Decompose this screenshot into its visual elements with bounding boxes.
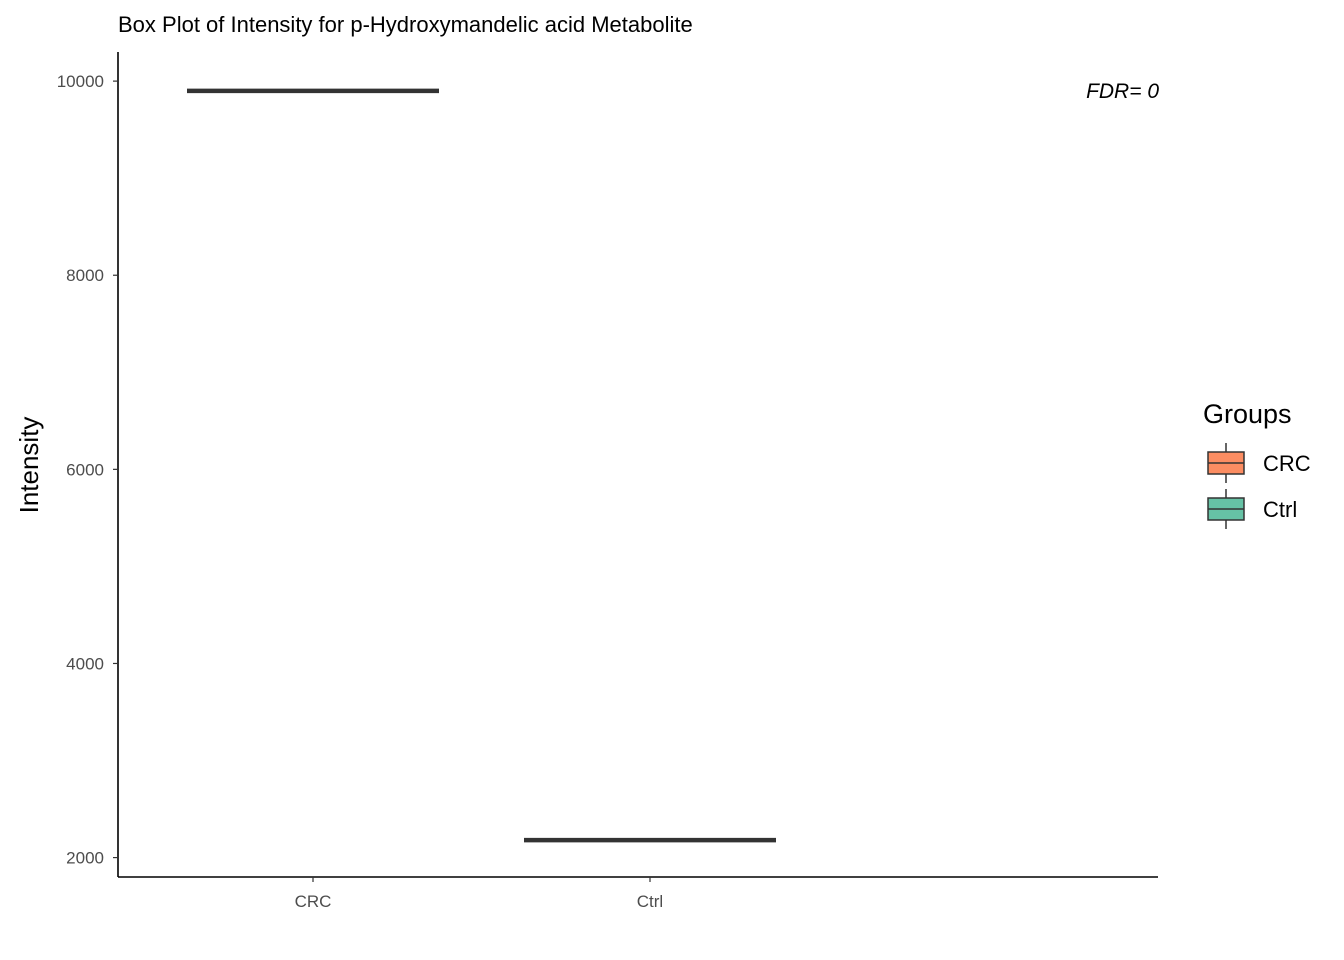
y-tick-label: 4000 <box>66 654 104 673</box>
y-tick-label: 2000 <box>66 849 104 868</box>
chart-title: Box Plot of Intensity for p-Hydroxymande… <box>118 12 693 37</box>
x-tick-label: Ctrl <box>637 892 663 911</box>
y-tick-label: 8000 <box>66 266 104 285</box>
legend-label: Ctrl <box>1263 497 1297 522</box>
legend-title: Groups <box>1203 399 1292 429</box>
y-tick-label: 6000 <box>66 460 104 479</box>
y-axis-label: Intensity <box>14 417 44 514</box>
legend: Groups CRC Ctrl <box>1203 399 1311 529</box>
y-axis-ticks: 2000 4000 6000 8000 10000 <box>57 72 118 868</box>
legend-label: CRC <box>1263 451 1311 476</box>
x-axis-ticks: CRC Ctrl <box>295 877 663 911</box>
box-series <box>187 88 776 843</box>
y-tick-label: 10000 <box>57 72 104 91</box>
fdr-annotation: FDR= 0 <box>1086 80 1159 103</box>
legend-item-ctrl: Ctrl <box>1207 489 1297 529</box>
legend-item-crc: CRC <box>1207 443 1311 483</box>
x-tick-label: CRC <box>295 892 332 911</box>
